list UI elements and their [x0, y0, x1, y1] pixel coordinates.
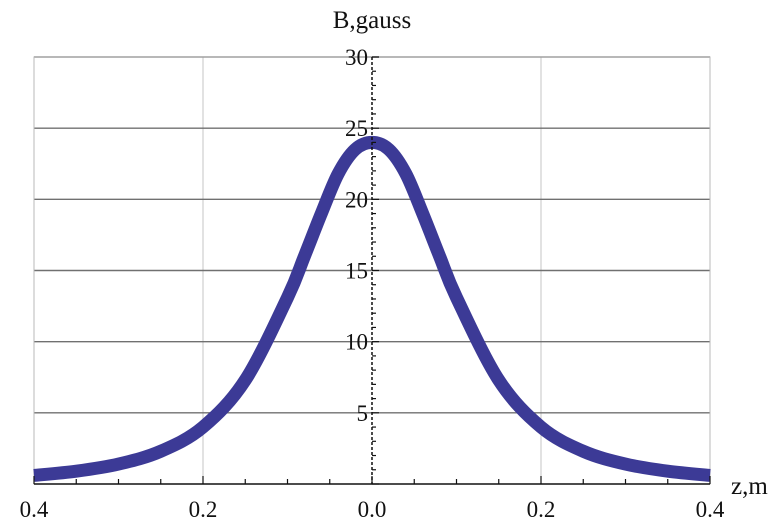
y-axis-label: B,gauss [333, 7, 411, 34]
y-axis-ticks [372, 56, 379, 485]
y-tick-label: 10 [345, 330, 368, 355]
y-tick-label: 30 [345, 45, 368, 70]
x-axis-label: z,m [731, 473, 768, 500]
x-tick-labels: 0.4 0.2 0.0 0.2 0.4 [20, 497, 725, 522]
y-tick-label: 5 [357, 401, 369, 426]
y-tick-labels: 5 10 15 20 25 30 [345, 45, 368, 426]
y-tick-label: 15 [345, 259, 368, 284]
x-axis-ticks [33, 476, 711, 484]
x-tick-label: 0.0 [358, 497, 387, 522]
x-tick-label: 0.4 [20, 497, 49, 522]
y-tick-label: 25 [345, 116, 368, 141]
y-tick-label: 20 [345, 187, 368, 212]
x-tick-label: 0.4 [696, 497, 725, 522]
x-tick-label: 0.2 [527, 497, 556, 522]
x-tick-label: 0.2 [189, 497, 218, 522]
